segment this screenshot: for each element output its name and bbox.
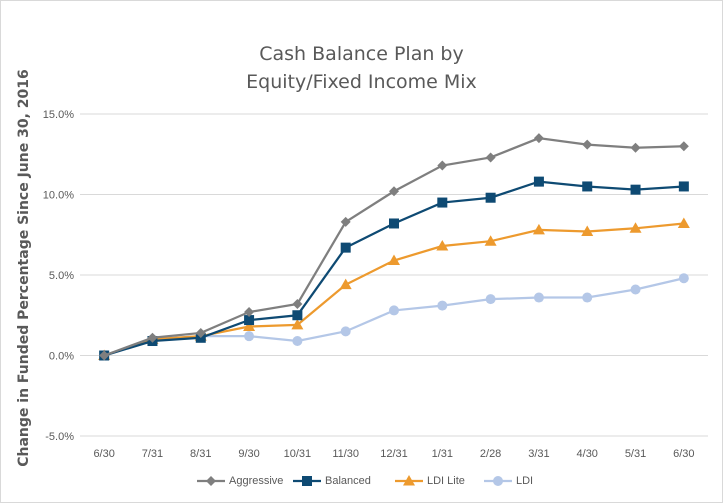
data-point-aggressive [582, 139, 593, 150]
data-point-balanced [340, 242, 351, 253]
series-line-balanced [103, 180, 684, 357]
data-point-aggressive [244, 307, 255, 318]
data-point-aggressive [437, 160, 448, 171]
data-point-ldi-lite [436, 240, 449, 251]
data-point-aggressive [485, 152, 496, 163]
data-point-ldi [292, 336, 303, 347]
data-point-aggressive [678, 141, 689, 152]
y-tick-label: 0.0% [49, 351, 74, 363]
x-tick-label: 12/31 [380, 448, 408, 460]
x-tick-label: 6/30 [93, 448, 114, 460]
data-point-aggressive [533, 133, 544, 144]
legend-swatch-marker [302, 476, 312, 486]
x-tick-label: 5/31 [625, 448, 646, 460]
legend-item-aggressive: Aggressive [197, 472, 283, 490]
legend-item-ldi-lite: LDI Lite [395, 472, 465, 490]
data-point-ldi [630, 284, 641, 295]
data-point-balanced [678, 181, 689, 192]
data-point-ldi [533, 292, 544, 303]
data-point-balanced [437, 197, 448, 208]
data-point-balanced [292, 310, 303, 321]
chart-title-line-2: Equity/Fixed Income Mix [246, 71, 477, 93]
x-tick-label: 3/31 [528, 448, 549, 460]
x-tick-label: 11/30 [332, 448, 359, 460]
data-point-ldi [244, 331, 255, 342]
data-point-ldi [340, 326, 351, 337]
x-tick-label: 4/30 [577, 448, 598, 460]
x-tick-label: 6/30 [673, 448, 694, 460]
data-point-ldi-lite [629, 222, 642, 233]
data-point-ldi-lite [388, 254, 400, 266]
data-point-ldi-lite [291, 318, 304, 330]
data-point-aggressive [389, 186, 399, 197]
y-tick-label: 5.0% [49, 270, 74, 282]
line-chart: -5.0% 0.0% 5.0% 10.0% 15.0% 6/30 7/31 8/31 9/30 1… [43, 109, 708, 460]
chart-legend: Aggressive Balanced LDI Lite LDI [0, 472, 723, 490]
legend-swatch [197, 476, 225, 486]
data-point-ldi-lite [243, 320, 256, 332]
legend-swatch [395, 475, 423, 486]
y-tick-label: 15.0% [43, 109, 74, 121]
data-point-aggressive [630, 142, 641, 153]
data-point-ldi [678, 273, 689, 284]
legend-swatch [293, 476, 321, 486]
legend-item-balanced: Balanced [293, 472, 371, 490]
series-line-ldi-lite [103, 222, 684, 357]
legend-swatch [484, 476, 512, 486]
legend-item-ldi: LDI [484, 472, 533, 490]
legend-swatch-marker [493, 476, 503, 486]
legend-swatch-marker [206, 476, 216, 486]
legend-swatch-marker [403, 475, 415, 486]
data-point-balanced [533, 176, 544, 187]
series-line-ldi [103, 277, 685, 357]
x-tick-label: 7/31 [142, 448, 163, 460]
data-point-aggressive [99, 350, 110, 361]
data-point-aggressive [292, 298, 303, 309]
data-point-ldi-lite [339, 278, 352, 290]
series-line-aggressive [103, 136, 684, 357]
y-tick-label: -5.0% [45, 431, 74, 443]
chart-title: Cash Balance Plan by Equity/Fixed Income… [0, 40, 723, 96]
legend-label: Balanced [325, 475, 371, 487]
data-point-ldi [437, 300, 448, 311]
data-point-aggressive [147, 332, 158, 343]
data-point-ldi-lite [581, 225, 594, 237]
data-point-balanced [485, 192, 496, 203]
x-tick-label: 1/31 [432, 448, 453, 460]
data-point-ldi-lite [677, 217, 690, 228]
data-point-ldi [485, 294, 496, 305]
data-point-ldi [389, 305, 399, 316]
legend-label: Aggressive [229, 475, 284, 487]
x-tick-label: 10/31 [284, 448, 312, 460]
chart-title-line-1: Cash Balance Plan by [259, 43, 464, 65]
legend-label: LDI Lite [427, 475, 465, 487]
data-point-ldi-lite [532, 223, 545, 235]
x-tick-label: 9/30 [238, 448, 259, 460]
data-point-balanced [630, 184, 641, 195]
data-point-balanced [389, 218, 399, 229]
legend-label: LDI [516, 475, 534, 487]
x-tick-label: 8/31 [190, 448, 211, 460]
data-point-balanced [244, 315, 255, 326]
data-point-ldi [582, 292, 593, 303]
x-tick-label: 2/28 [480, 448, 501, 460]
data-point-aggressive [340, 216, 351, 227]
data-point-aggressive [195, 327, 206, 338]
y-tick-label: 10.0% [43, 190, 74, 202]
data-point-balanced [582, 181, 593, 192]
data-point-ldi-lite [484, 235, 497, 246]
